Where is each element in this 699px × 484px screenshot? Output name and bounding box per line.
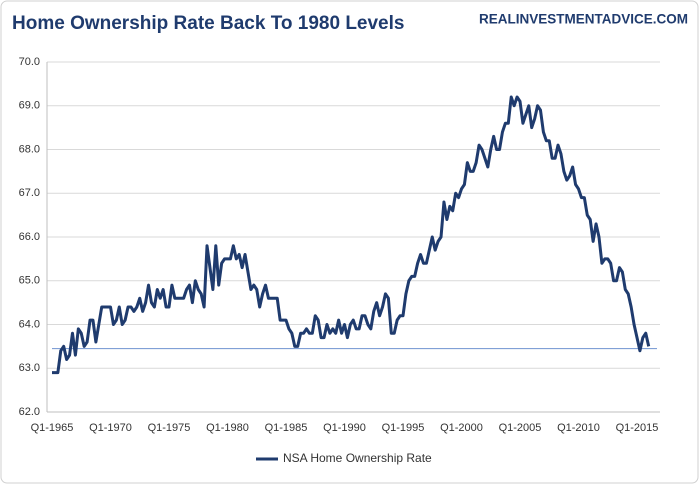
x-tick-label: Q1-2015	[616, 422, 659, 434]
x-tick-label: Q1-2005	[499, 422, 542, 434]
x-tick-label: Q1-1990	[323, 422, 366, 434]
source-label: REALINVESTMENTADVICE.COM	[479, 12, 688, 27]
x-tick-label: Q1-1980	[206, 422, 249, 434]
y-tick-label: 63.0	[19, 362, 40, 374]
data-line	[52, 95, 651, 375]
x-tick-label: Q1-1970	[89, 422, 132, 434]
legend-label: NSA Home Ownership Rate	[283, 451, 432, 465]
y-tick-label: 67.0	[19, 187, 40, 199]
x-tick-label: Q1-1995	[382, 422, 425, 434]
y-tick-label: 62.0	[19, 406, 40, 418]
y-tick-label: 64.0	[19, 318, 40, 330]
y-tick-label: 68.0	[19, 143, 40, 155]
x-tick-label: Q1-1985	[265, 422, 308, 434]
y-tick-label: 66.0	[19, 231, 40, 243]
y-tick-label: 69.0	[19, 100, 40, 112]
x-tick-label: Q1-1965	[31, 422, 74, 434]
x-tick-label: Q1-1975	[148, 422, 191, 434]
y-tick-label: 65.0	[19, 275, 40, 287]
y-tick-label: 70.0	[19, 56, 40, 68]
chart-title: Home Ownership Rate Back To 1980 Levels	[12, 13, 404, 34]
x-tick-label: Q1-2010	[557, 422, 600, 434]
x-tick-label: Q1-2000	[440, 422, 483, 434]
